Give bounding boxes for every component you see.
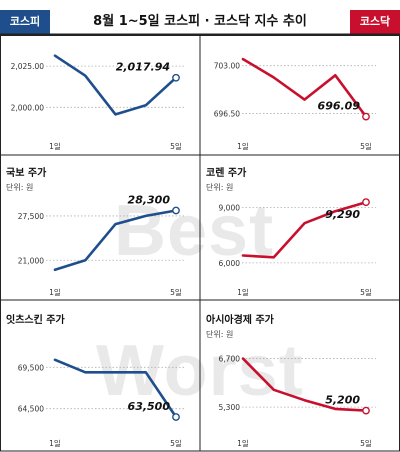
end-value-label: 28,300 bbox=[128, 193, 171, 206]
x-tick-label: 1일 bbox=[237, 288, 249, 297]
data-point bbox=[172, 413, 180, 421]
data-point bbox=[172, 73, 180, 82]
data-point bbox=[362, 198, 370, 207]
y-tick-label: 27,500 bbox=[18, 212, 44, 221]
x-tick-label: 5일 bbox=[170, 142, 182, 151]
chart-subtitle: 단위: 원 bbox=[206, 329, 233, 339]
y-tick-label: 6,700 bbox=[219, 355, 241, 364]
x-tick-label: 5일 bbox=[360, 288, 372, 297]
chart-title: 아시아경제 주가 bbox=[206, 313, 275, 326]
chart-title: 잇츠스킨 주가 bbox=[6, 313, 65, 326]
chart-kospi-index: 2,025.00 2,000.00 1일 5일 2,017.94 bbox=[11, 54, 186, 151]
series-line bbox=[241, 57, 368, 118]
kospi-badge: 코스피 bbox=[0, 10, 50, 34]
x-tick-label: 5일 bbox=[360, 439, 372, 448]
y-tick-label: 703.00 bbox=[214, 62, 240, 71]
y-tick-label: 21,000 bbox=[18, 256, 44, 265]
x-tick-label: 1일 bbox=[237, 142, 249, 151]
x-tick-label: 5일 bbox=[170, 288, 182, 297]
page-title: 8월 1~5일 코스피 · 코스닥 지수 추이 bbox=[93, 14, 307, 29]
chart-subtitle: 단위: 원 bbox=[206, 182, 233, 192]
series-line bbox=[53, 358, 178, 419]
y-tick-label: 5,300 bbox=[219, 403, 241, 412]
y-tick-label: 2,025.00 bbox=[11, 62, 45, 71]
x-tick-label: 5일 bbox=[170, 439, 182, 448]
data-point bbox=[362, 112, 370, 121]
series-line bbox=[53, 209, 178, 272]
y-tick-label: 64,500 bbox=[18, 405, 44, 414]
chart-itsskin-stock: 잇츠스킨 주가 69,500 64,500 1일 5일 63,500 bbox=[6, 313, 186, 448]
x-tick-label: 5일 bbox=[360, 142, 372, 151]
end-value-label: 696.09 bbox=[318, 100, 361, 113]
chart-kosdaq-index: 703.00 696.50 1일 5일 696.09 bbox=[214, 57, 376, 151]
y-tick-label: 9,000 bbox=[219, 204, 241, 213]
data-point bbox=[172, 206, 180, 215]
y-tick-label: 2,000.00 bbox=[11, 103, 45, 112]
end-value-label: 2,017.94 bbox=[116, 61, 170, 74]
x-tick-label: 1일 bbox=[237, 439, 249, 448]
y-tick-label: 696.50 bbox=[214, 110, 240, 119]
chart-title: 코렌 주가 bbox=[206, 166, 247, 179]
end-value-label: 5,200 bbox=[325, 394, 360, 407]
chart-subtitle: 단위: 원 bbox=[6, 182, 33, 192]
y-tick-label: 6,000 bbox=[219, 259, 241, 268]
y-tick-label: 69,500 bbox=[18, 363, 44, 372]
chart-title: 국보 주가 bbox=[6, 166, 47, 179]
data-point bbox=[362, 406, 370, 415]
x-tick-label: 1일 bbox=[49, 142, 61, 151]
series-line bbox=[53, 54, 178, 116]
x-tick-label: 1일 bbox=[49, 288, 61, 297]
kosdaq-badge: 코스닥 bbox=[350, 10, 400, 34]
end-value-label: 63,500 bbox=[128, 400, 171, 413]
end-value-label: 9,290 bbox=[325, 208, 360, 221]
x-tick-label: 1일 bbox=[49, 439, 61, 448]
series-line bbox=[241, 357, 368, 412]
